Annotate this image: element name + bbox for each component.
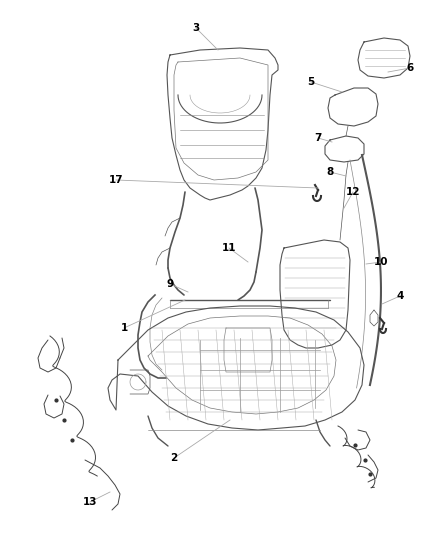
Text: 9: 9 <box>166 279 173 289</box>
Text: 6: 6 <box>406 63 413 73</box>
Text: 17: 17 <box>109 175 124 185</box>
Text: 5: 5 <box>307 77 314 87</box>
Text: 8: 8 <box>326 167 334 177</box>
Text: 3: 3 <box>192 23 200 33</box>
Text: 1: 1 <box>120 323 127 333</box>
Text: 7: 7 <box>314 133 321 143</box>
Text: 2: 2 <box>170 453 178 463</box>
Text: 13: 13 <box>83 497 97 507</box>
Text: 11: 11 <box>222 243 236 253</box>
Text: 4: 4 <box>396 291 404 301</box>
Text: 12: 12 <box>346 187 360 197</box>
Text: 10: 10 <box>374 257 388 267</box>
